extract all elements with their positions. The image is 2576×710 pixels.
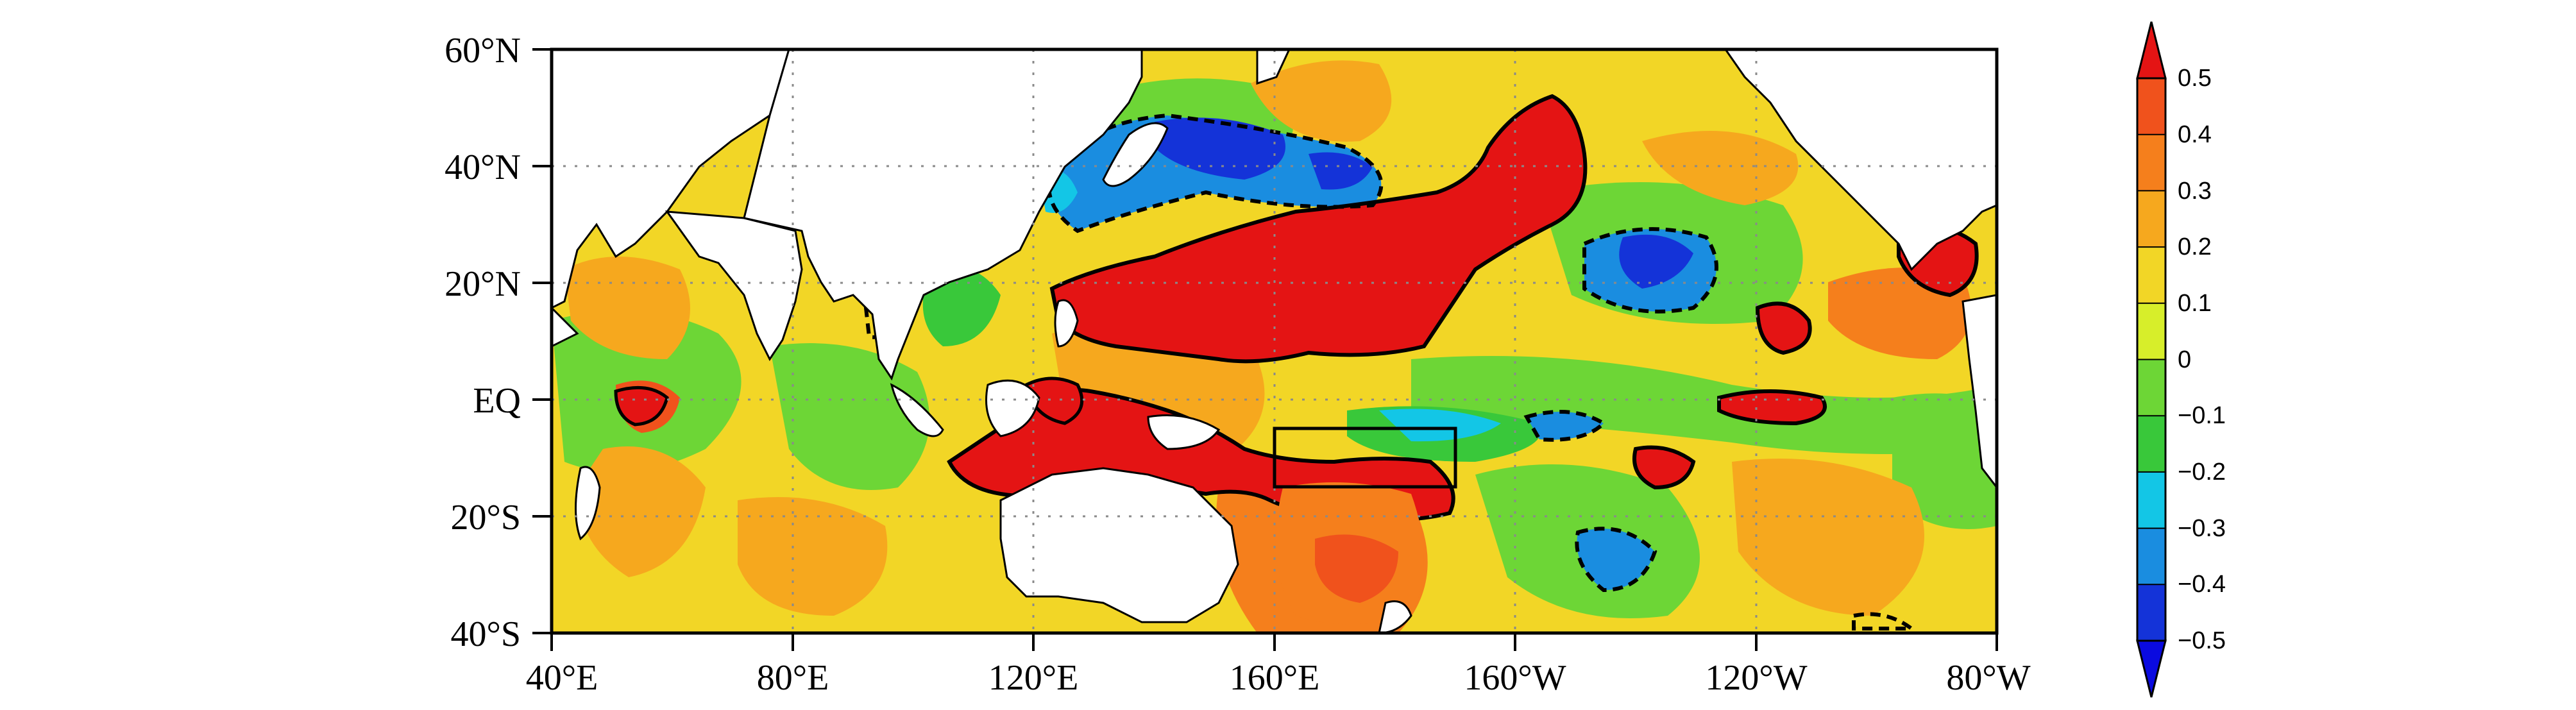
colorbar-label: 0 — [2178, 346, 2191, 373]
colorbar-swatch — [2137, 471, 2165, 529]
north-america — [1724, 49, 1997, 271]
colorbar-label: −0.2 — [2178, 459, 2226, 486]
colorbar-label: 0.3 — [2178, 178, 2212, 205]
lat-tick-label: 40°S — [450, 614, 521, 654]
lon-tick-label: 80°E — [757, 658, 829, 698]
sst-anomaly-field — [552, 49, 1997, 633]
lon-tick-label: 160°W — [1464, 658, 1566, 698]
colorbar-swatch — [2137, 247, 2165, 304]
india — [665, 210, 803, 361]
borneo — [985, 379, 1040, 437]
lon-axis: 40°E 80°E 120°E 160°E 160°W 120°W 80°W — [526, 633, 2031, 698]
land — [552, 49, 1997, 633]
colorbar-extend-bottom — [2136, 639, 2167, 698]
asia-mainland — [743, 49, 1143, 381]
central-south-america — [1962, 294, 1997, 489]
colorbar-label: −0.3 — [2178, 515, 2226, 542]
gridlines — [552, 49, 1997, 633]
lon-tick-label: 120°E — [988, 658, 1079, 698]
lon-tick-label: 120°W — [1705, 658, 1807, 698]
colorbar-swatch — [2137, 416, 2165, 473]
lon-tick-label: 40°E — [526, 658, 598, 698]
warm-anomaly-north-pacific — [1049, 94, 1588, 364]
lat-tick-label: EQ — [473, 381, 521, 421]
lat-tick-label: 20°S — [450, 498, 521, 537]
lon-tick-label: 160°E — [1230, 658, 1320, 698]
lat-tick-label: 60°N — [445, 31, 521, 71]
colorbar-swatch — [2137, 584, 2165, 641]
colorbar-swatch — [2137, 359, 2165, 417]
new-guinea — [1147, 414, 1221, 450]
map-panel: 60°N 40°N 20°N EQ 20°S 40°S 40°E 80°E 12… — [445, 31, 2031, 698]
colorbar-swatch — [2137, 303, 2165, 360]
colorbar-label: −0.5 — [2178, 627, 2226, 654]
colorbar-swatch — [2137, 190, 2165, 248]
lat-axis: 60°N 40°N 20°N EQ 20°S 40°S — [445, 31, 552, 654]
colorbar-label: 0.2 — [2178, 233, 2212, 260]
colorbar-label: 0.5 — [2178, 65, 2212, 92]
colorbar-label: 0.4 — [2178, 121, 2212, 148]
colorbar-ticks — [2137, 78, 2165, 641]
colorbar-label: 0.1 — [2178, 290, 2212, 317]
sumatra — [890, 383, 944, 437]
philippines — [1054, 299, 1079, 348]
colorbar-swatch — [2137, 528, 2165, 586]
colorbar-label: −0.1 — [2178, 402, 2226, 429]
lon-tick-label: 80°W — [1946, 658, 2030, 698]
colorbar-extend-top — [2136, 21, 2167, 80]
australia — [999, 467, 1239, 623]
japan — [1102, 122, 1169, 187]
colorbar-swatch — [2137, 134, 2165, 192]
lat-tick-label: 20°N — [445, 264, 521, 304]
lat-tick-label: 40°N — [445, 148, 521, 187]
madagascar — [575, 466, 601, 541]
colorbar-swatch — [2137, 78, 2165, 135]
colorbar-label: −0.4 — [2178, 571, 2226, 598]
region-box — [1273, 427, 1457, 489]
colorbar: 0.5 0.4 0.3 0.2 0.1 0 −0.1 −0.2 −0.3 −0.… — [2136, 21, 2226, 698]
